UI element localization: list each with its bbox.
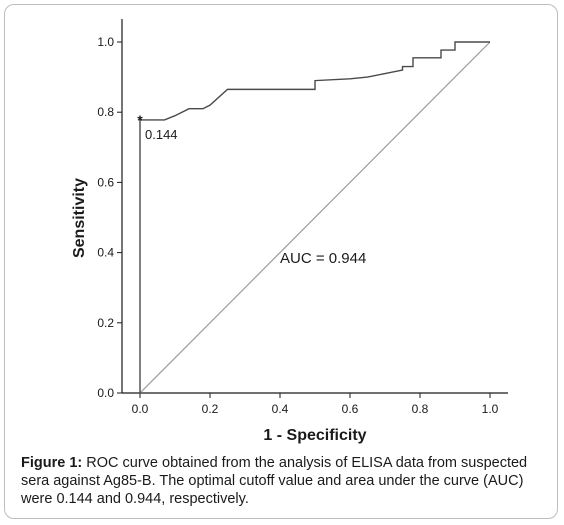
roc-curve-line [139,41,490,393]
y-tick-label: 1.0 [97,35,114,49]
y-axis-label: Sensitivity [71,178,88,258]
caption-text: ROC curve obtained from the analysis of … [21,455,528,507]
marks-layer: *0.144 AUC = 0.944 [137,41,491,394]
axes-layer: 0.0 0.2 0.4 0.6 0.8 1.0 0.0 0.2 0.4 0.6 0.8 1.0 [97,19,508,416]
x-tick-label: 1.0 [482,402,499,416]
cutoff-label: 0.144 [145,127,178,142]
auc-label: AUC = 0.944 [280,250,366,267]
y-tick-label: 0.8 [97,105,114,119]
figure-caption: Figure 1: ROC curve obtained from the an… [21,454,549,508]
caption-lead: Figure 1: [21,455,83,471]
x-tick-label: 0.8 [412,402,429,416]
cutoff-marker: * [137,112,143,128]
x-tick-label: 0.2 [202,402,219,416]
y-tick-label: 0.6 [97,175,114,189]
roc-chart: 0.0 0.2 0.4 0.6 0.8 1.0 0.0 0.2 0.4 0.6 0.8 1.0 *0.… [71,19,508,444]
x-tick-label: 0.0 [132,402,149,416]
y-tick-label: 0.0 [97,386,114,400]
x-tick-label: 0.4 [272,402,289,416]
reference-diagonal-line [139,41,491,394]
y-tick-label: 0.4 [97,246,114,260]
x-axis-label: 1 - Specificity [263,427,366,444]
x-tick-label: 0.6 [342,402,359,416]
y-tick-label: 0.2 [97,316,114,330]
